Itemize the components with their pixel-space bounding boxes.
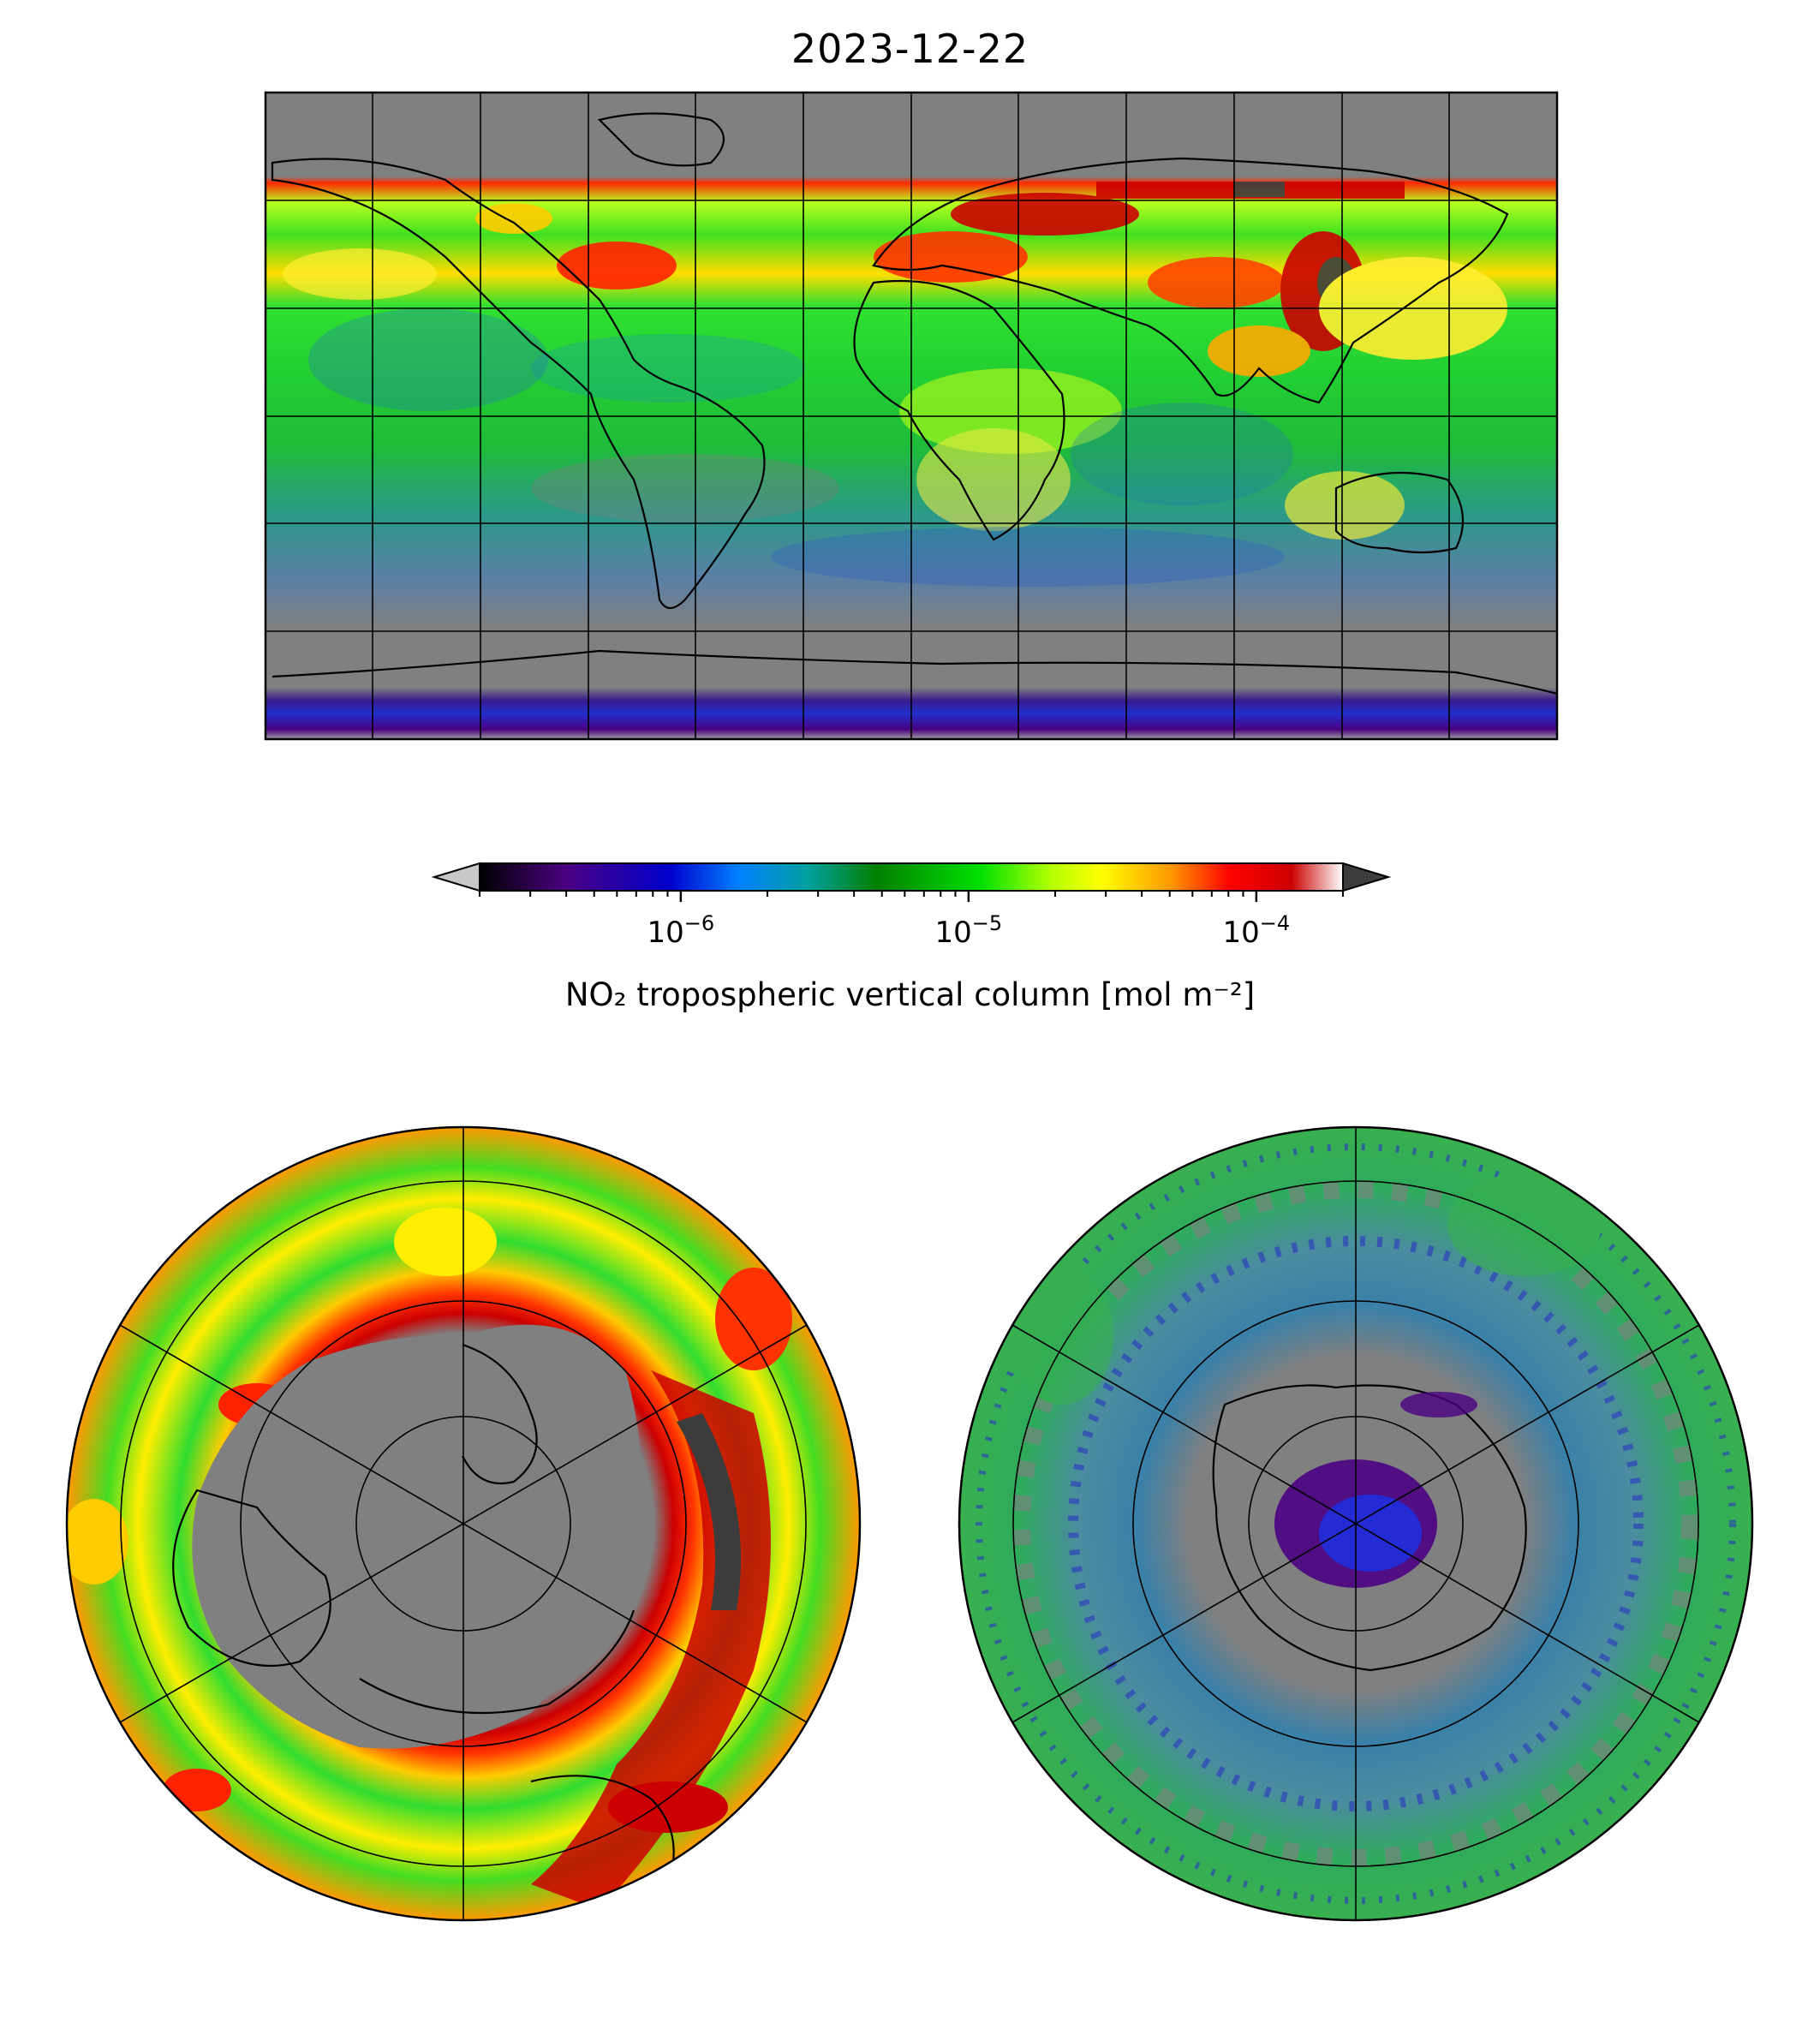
south-polar-map (959, 1127, 1752, 1920)
colorbar-frame (479, 862, 1344, 892)
colorbar-label: NO₂ tropospheric vertical column [mol m⁻… (564, 976, 1256, 1013)
figure-title: 2023-12-22 (791, 26, 1029, 72)
north-polar-frame (65, 1125, 862, 1922)
colorbar-tick-label: 10−4 (1223, 911, 1291, 950)
colorbar-tick-label: 10−6 (647, 911, 715, 950)
north-polar-map (67, 1127, 860, 1920)
colorbar: 10−6 10−5 10−4 (431, 862, 1392, 950)
colorbar-over-arrow (1342, 862, 1392, 892)
global-coastlines (271, 112, 1557, 695)
colorbar-tick-label: 10−5 (935, 911, 1003, 950)
south-polar-graticule (1011, 1127, 1700, 1920)
global-map (266, 92, 1557, 739)
global-map-frame (264, 91, 1559, 741)
south-polar-frame (958, 1125, 1754, 1922)
colorbar-gradient (480, 863, 1343, 891)
north-polar-missing (192, 1324, 641, 1749)
north-polar-graticule (119, 1127, 808, 1920)
global-graticule (266, 92, 1557, 739)
colorbar-under-arrow (431, 862, 480, 892)
colorbar-ticks: 10−6 10−5 10−4 (479, 891, 1344, 950)
